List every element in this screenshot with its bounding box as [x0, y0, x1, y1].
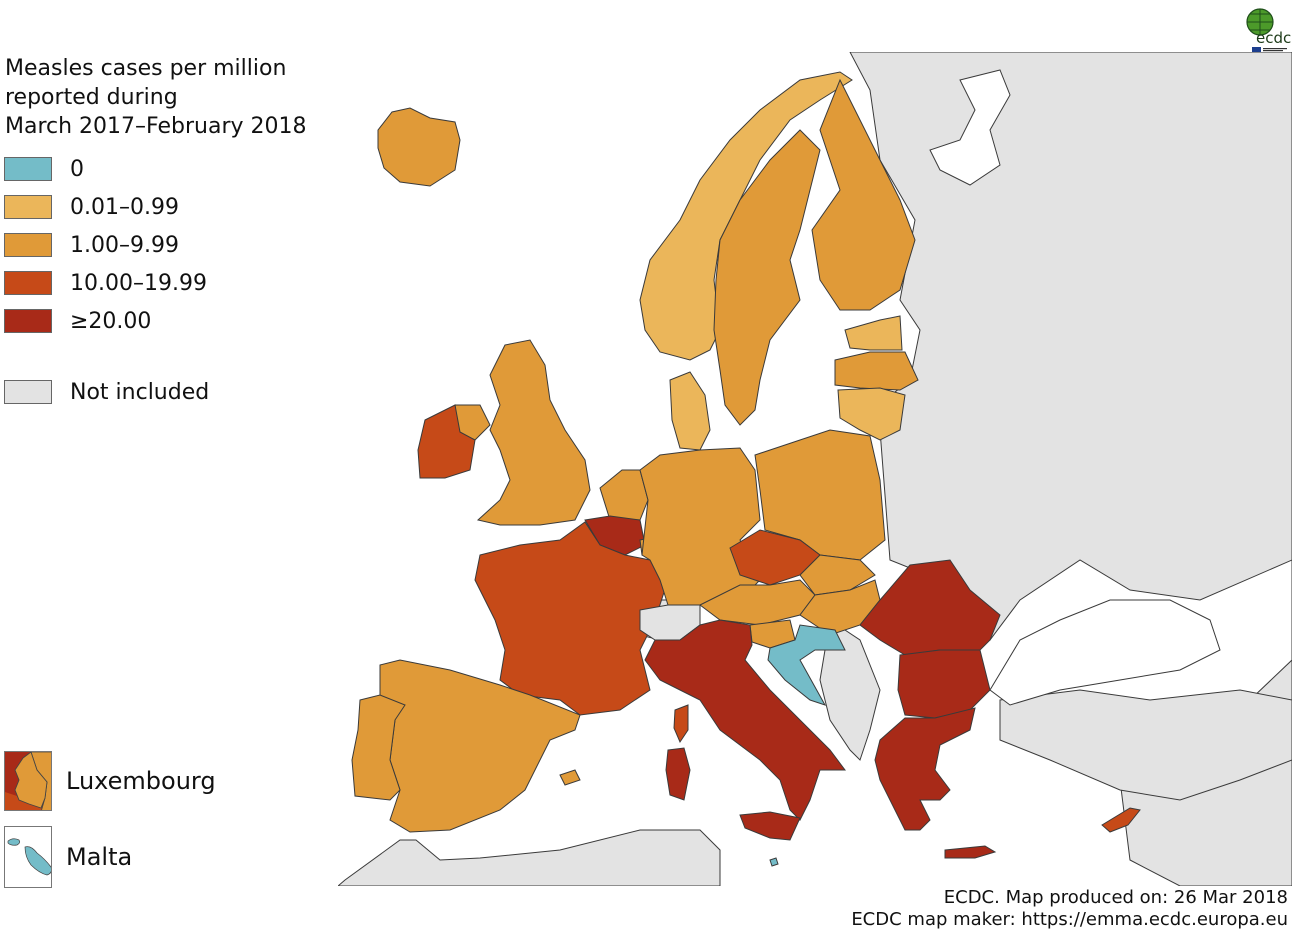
legend-title: Measles cases per million reported durin… [5, 54, 325, 141]
malta-inset-map [4, 826, 52, 888]
legend-item-low: 0.01–0.99 [4, 194, 179, 220]
inset-luxembourg: Luxembourg [4, 751, 216, 811]
black-sea [989, 599, 1221, 706]
svg-text:ecdc: ecdc [1256, 29, 1291, 47]
legend-swatch-not-included [4, 380, 52, 404]
legend-swatch-zero [4, 157, 52, 181]
country-italy [644, 619, 846, 821]
inset-luxembourg-label: Luxembourg [66, 767, 216, 795]
legend-title-line-3: March 2017–February 2018 [5, 114, 307, 139]
legend-swatch-veryhigh [4, 309, 52, 333]
country-greece [874, 707, 976, 831]
country-portugal [351, 694, 406, 801]
legend-swatch-high [4, 271, 52, 295]
country-sweden [713, 129, 821, 426]
legend-title-line-1: Measles cases per million [5, 56, 287, 81]
luxembourg-inset-map [4, 751, 52, 811]
country-sardinia [665, 747, 691, 801]
europe-choropleth-map [336, 51, 1293, 887]
country-lithuania [837, 387, 906, 441]
country-iceland [377, 107, 461, 187]
legend-swatch-low [4, 195, 52, 219]
legend-label-mid: 1.00–9.99 [70, 232, 179, 258]
country-bulgaria [897, 649, 991, 719]
non-included-land [336, 51, 1293, 887]
white-sea [929, 69, 1011, 186]
country-estonia [844, 315, 903, 351]
footer-mapmaker: ECDC map maker: https://emma.ecdc.europa… [851, 909, 1288, 930]
country-corsica [673, 704, 689, 744]
legend-label-not-included: Not included [70, 379, 210, 405]
country-latvia [834, 351, 919, 391]
country-sicily [739, 811, 801, 841]
legend-item-mid: 1.00–9.99 [4, 232, 179, 258]
country-malta [769, 857, 779, 867]
country-norway [639, 71, 853, 361]
legend-item-veryhigh: ≥20.00 [4, 308, 151, 334]
country-cyprus [1101, 807, 1141, 833]
legend-label-high: 10.00–19.99 [70, 270, 207, 296]
legend-label-low: 0.01–0.99 [70, 194, 179, 220]
legend-item-zero: 0 [4, 156, 84, 182]
country-crete [944, 845, 997, 859]
legend-label-zero: 0 [70, 156, 84, 182]
inset-malta: Malta [4, 826, 132, 888]
country-croatia [767, 624, 846, 706]
country-uk [476, 339, 591, 526]
legend-title-line-2: reported during [5, 85, 178, 110]
country-finland [811, 78, 916, 311]
legend-swatch-mid [4, 233, 52, 257]
country-denmark [669, 371, 711, 451]
country-poland [754, 429, 886, 561]
legend-item-high: 10.00–19.99 [4, 270, 207, 296]
eu-flag-icon [1252, 47, 1261, 53]
country-ireland [417, 404, 476, 479]
countries [351, 71, 1141, 867]
ecdc-logo: ecdc [1240, 6, 1294, 54]
country-balearics [559, 769, 581, 786]
country-romania [859, 559, 1001, 656]
legend-item-not-included: Not included [4, 379, 209, 405]
footer-produced: ECDC. Map produced on: 26 Mar 2018 [943, 887, 1288, 908]
country-netherlands [599, 469, 649, 521]
legend-label-veryhigh: ≥20.00 [70, 308, 152, 334]
inset-malta-label: Malta [66, 843, 133, 871]
country-france [474, 521, 669, 716]
